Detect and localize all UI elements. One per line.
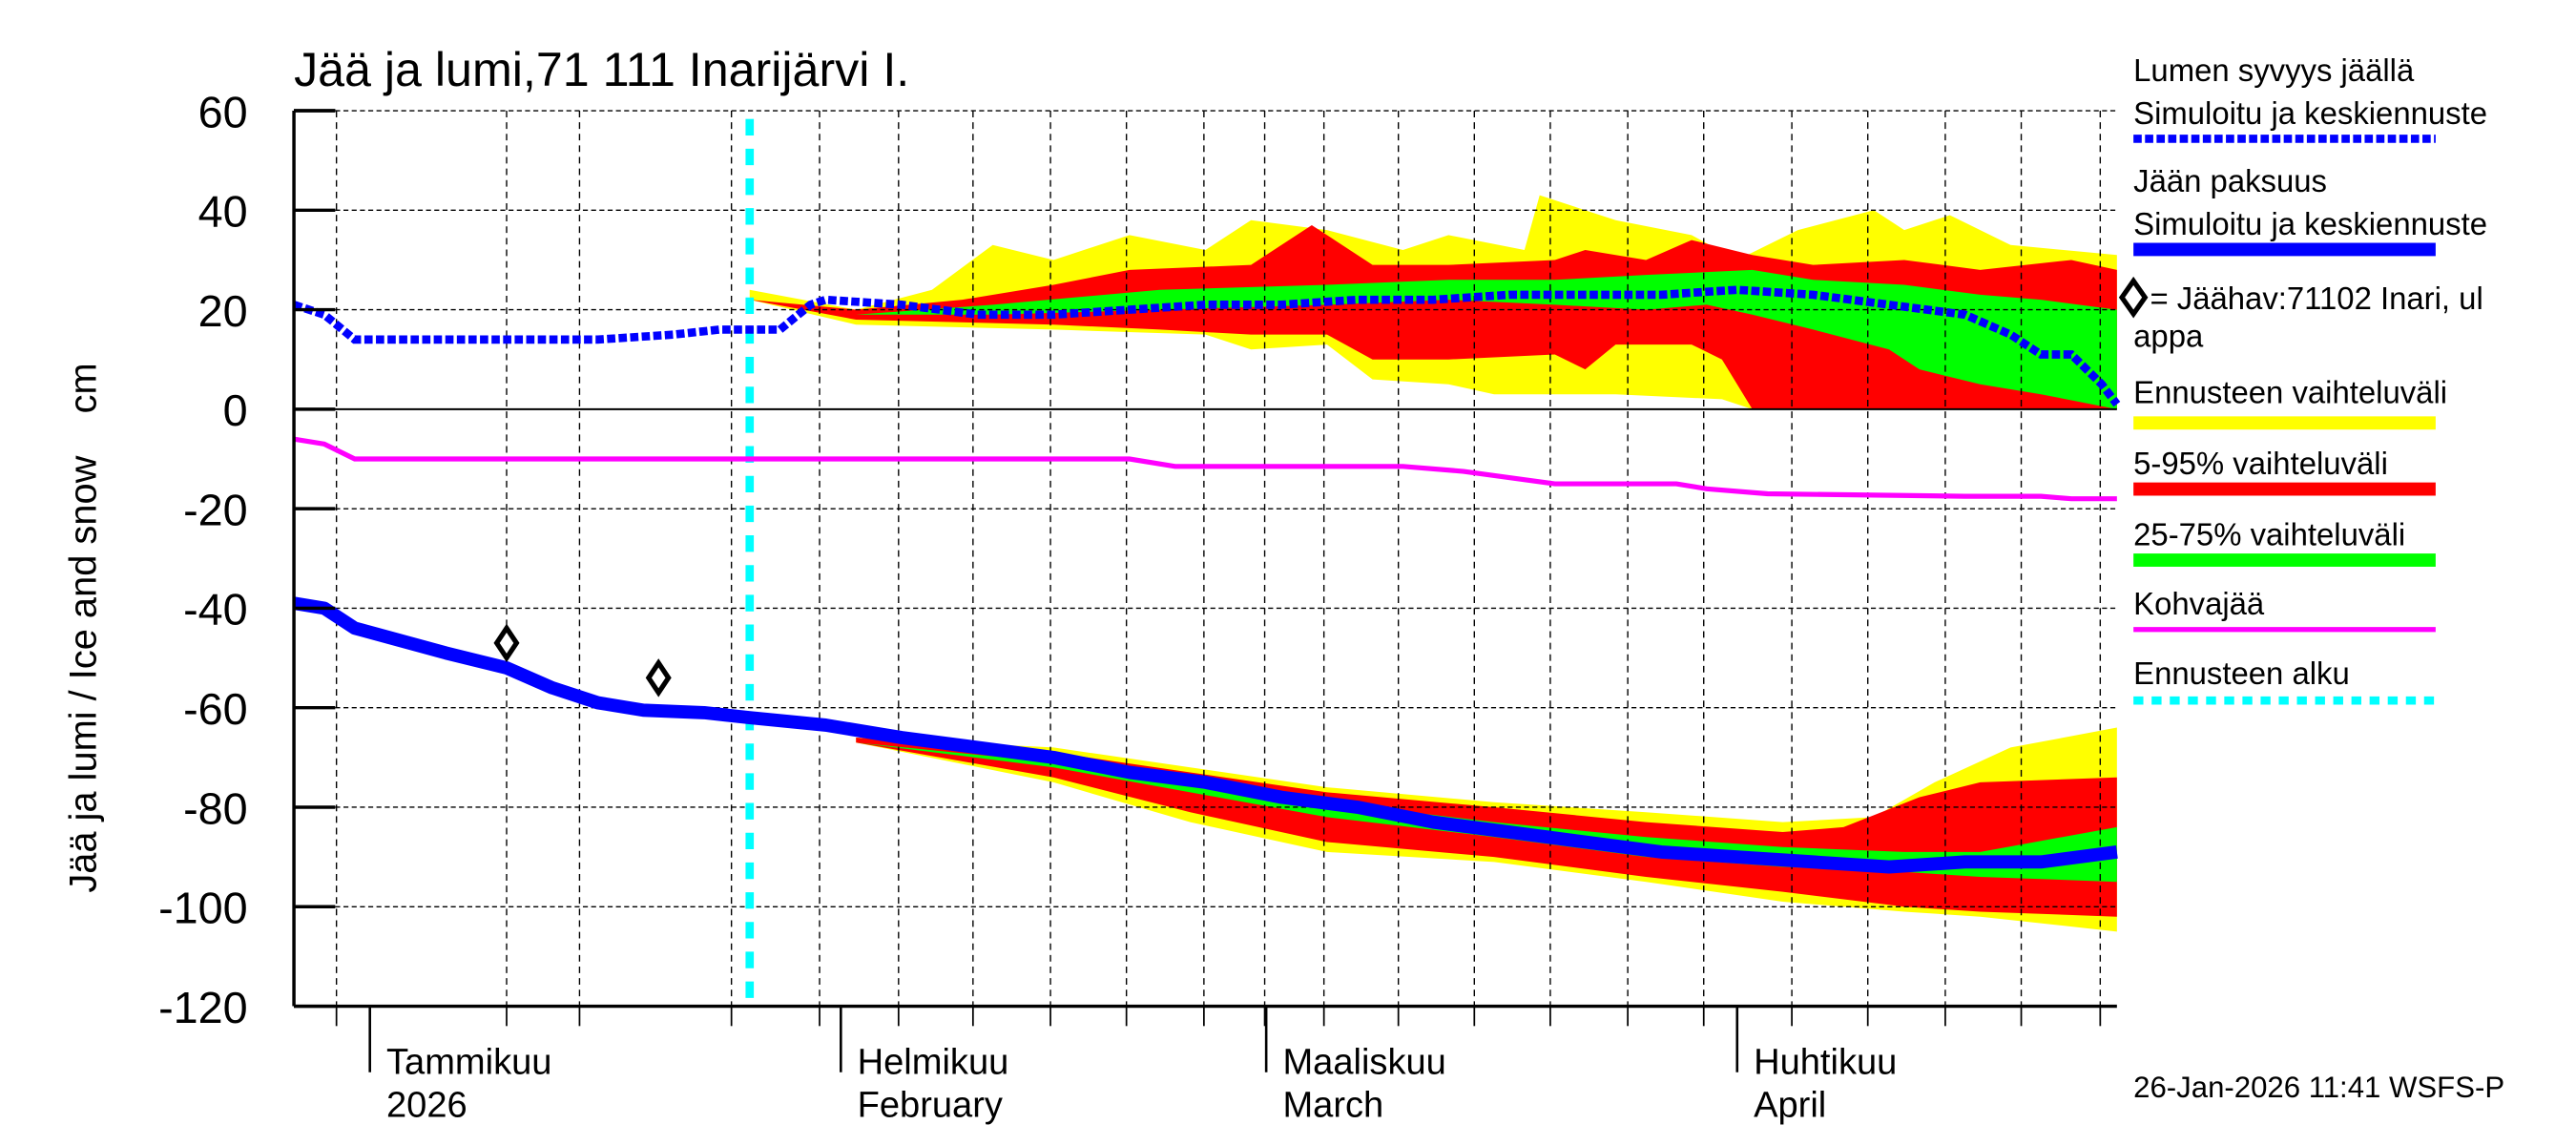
legend-slush: Kohvajää xyxy=(2133,586,2265,621)
observation-diamond-icon xyxy=(645,658,672,697)
legend-diamond-icon xyxy=(2118,276,2149,319)
month-label-fi: Helmikuu xyxy=(858,1043,1009,1083)
legend-range: Ennusteen vaihteluväli xyxy=(2133,375,2447,410)
y-tick-label: -80 xyxy=(183,783,248,833)
legend-snow-title: Lumen syvyys jäällä xyxy=(2133,52,2415,88)
slush-ice-line xyxy=(293,436,2117,502)
month-label-en: 2026 xyxy=(386,1086,467,1126)
y-tick-label: -60 xyxy=(183,684,248,734)
observation-diamond-icon xyxy=(493,623,520,663)
legend-ice-sub: Simuloitu ja keskiennuste xyxy=(2133,206,2487,241)
legend-obs-line2: appa xyxy=(2133,319,2204,354)
y-tick-label: -20 xyxy=(183,485,248,534)
band-snow-00ff00 xyxy=(856,269,2117,409)
series-lines xyxy=(292,118,2121,1007)
legend-range-swatch xyxy=(2133,416,2436,430)
y-tick-label: -40 xyxy=(183,585,248,635)
y-axis-label: Jää ja lumi / Ice and snow cm xyxy=(62,363,104,892)
y-tick-label: 40 xyxy=(198,187,248,237)
snow-depth-line xyxy=(292,285,2121,407)
ice-thickness-line xyxy=(292,596,2118,874)
y-tick-label: 20 xyxy=(198,286,248,336)
y-tick-label: 60 xyxy=(198,87,248,136)
legend-p5-95-swatch xyxy=(2133,482,2436,496)
y-tick-label: 0 xyxy=(223,385,248,435)
legend-ice-title: Jään paksuus xyxy=(2133,163,2327,198)
month-label-fi: Huhtikuu xyxy=(1754,1043,1897,1083)
month-label-en: March xyxy=(1282,1086,1383,1126)
legend-p5-95: 5-95% vaihteluväli xyxy=(2133,446,2388,481)
legend-obs-line1: = Jäähav:71102 Inari, ul xyxy=(2150,281,2483,316)
legend-forecast-start: Ennusteen alku xyxy=(2133,656,2350,691)
month-label-fi: Tammikuu xyxy=(386,1043,551,1083)
legend-p25-75: 25-75% vaihteluväli xyxy=(2133,516,2405,552)
chart-title: Jää ja lumi,71 111 Inarijärvi I. xyxy=(294,43,909,96)
month-label-en: April xyxy=(1754,1086,1826,1126)
month-label-en: February xyxy=(858,1086,1003,1126)
band-snow-ff0000 xyxy=(749,224,2117,409)
legend-p25-75-swatch xyxy=(2133,553,2436,567)
legend-snow-sub: Simuloitu ja keskiennuste xyxy=(2133,95,2487,131)
timestamp-footer: 26-Jan-2026 11:41 WSFS-P xyxy=(2133,1071,2504,1104)
y-tick-label: -120 xyxy=(158,983,248,1032)
legend: Lumen syvyys jäällä Simuloitu ja keskien… xyxy=(2118,52,2487,705)
month-label-fi: Maaliskuu xyxy=(1282,1043,1445,1083)
y-tick-label: -100 xyxy=(158,884,248,933)
